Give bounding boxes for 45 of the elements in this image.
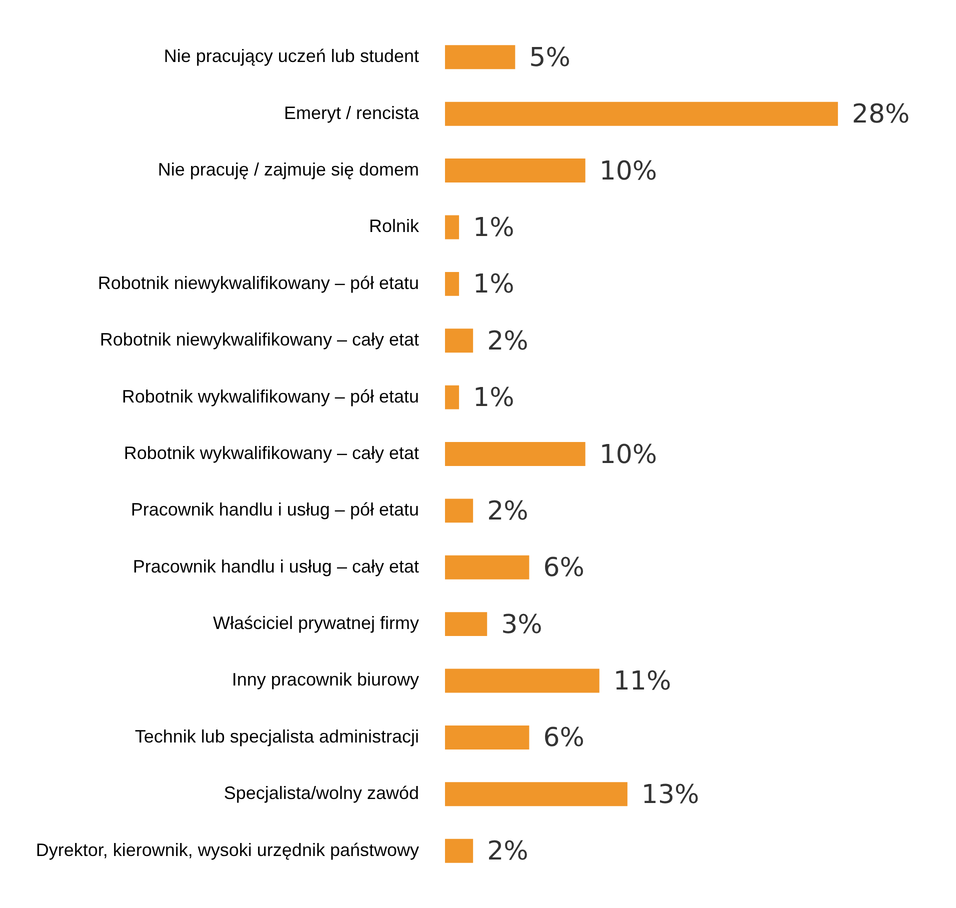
bar	[445, 385, 460, 410]
bar	[445, 272, 460, 296]
y-tick-label: Robotnik wykwalifikowany – pół etatu	[122, 386, 419, 406]
bar	[445, 612, 488, 636]
bar	[445, 102, 838, 126]
data-label: 28%	[852, 100, 910, 130]
y-tick-label: Specjalista/wolny zawód	[224, 783, 419, 804]
bar	[445, 725, 530, 750]
y-tick-label: Rolnik	[368, 216, 420, 236]
y-tick-label: Inny pracownik biurowy	[232, 670, 419, 690]
bar	[445, 328, 474, 353]
data-label: 11%	[613, 666, 672, 697]
y-tick-label: Technik lub specjalista administracji	[134, 726, 419, 746]
bar	[445, 45, 516, 70]
data-label: 10%	[599, 156, 658, 186]
data-label: 1%	[473, 270, 514, 300]
data-label: 2%	[487, 836, 528, 867]
data-label: 3%	[501, 610, 542, 640]
y-tick-label: Pracownik handlu i usług – pół etatu	[130, 500, 419, 520]
y-tick-label: Robotnik niewykwalifikowany – pół etatu	[98, 272, 419, 293]
y-tick-label: Nie pracujący uczeń lub student	[164, 46, 419, 66]
y-tick-label: Właściciel prywatnej firmy	[212, 613, 419, 634]
bar	[445, 782, 628, 806]
data-label: 2%	[487, 496, 528, 526]
data-label: 6%	[543, 723, 584, 754]
bar	[445, 158, 586, 183]
bar	[445, 838, 474, 863]
bar	[445, 555, 530, 580]
data-label: 5%	[529, 42, 570, 73]
y-tick-label: Robotnik niewykwalifikowany – cały etat	[100, 330, 419, 350]
bar	[445, 498, 474, 523]
bar	[445, 215, 460, 240]
data-label: 1%	[473, 383, 514, 414]
y-tick-label: Emeryt / rencista	[284, 102, 420, 123]
bar	[445, 668, 600, 693]
data-label: 6%	[543, 553, 584, 584]
data-label: 13%	[641, 780, 700, 810]
y-tick-label: Pracownik handlu i usług – cały etat	[132, 556, 419, 576]
data-label: 1%	[473, 212, 514, 243]
y-tick-label: Robotnik wykwalifikowany – cały etat	[124, 442, 419, 463]
data-label: 10%	[599, 440, 658, 470]
data-label: 2%	[487, 326, 528, 356]
bar	[445, 442, 586, 466]
y-tick-label: Dyrektor, kierownik, wysoki urzędnik państwowy	[36, 840, 419, 860]
y-tick-label: Nie pracuję / zajmuje się domem	[158, 160, 419, 180]
